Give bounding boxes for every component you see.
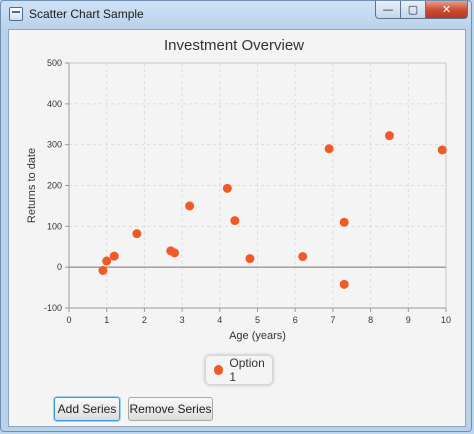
y-tick-label: 100 (47, 221, 62, 231)
data-point (185, 201, 195, 211)
x-tick-label: 7 (330, 315, 335, 325)
window-content: Investment Overview 0 1 2 3 4 5 6 7 8 9 10 -100 0 10… (8, 29, 466, 427)
data-point (222, 183, 232, 193)
x-tick-label: 5 (255, 315, 260, 325)
data-point (339, 279, 349, 289)
y-tick-label: -100 (44, 303, 62, 313)
close-button[interactable]: ✕ (425, 1, 468, 19)
legend-item-label: Option 1 (229, 356, 265, 384)
data-point (339, 217, 349, 227)
x-tick-label: 4 (217, 315, 222, 325)
x-tick-label: 2 (142, 315, 147, 325)
y-tick-label: 500 (47, 58, 62, 68)
data-point (170, 248, 180, 258)
x-tick-label: 1 (104, 315, 109, 325)
x-tick-label: 0 (66, 315, 71, 325)
x-axis-label: Age (years) (229, 330, 286, 342)
x-axis: 0 1 2 3 4 5 6 7 8 9 10 (66, 307, 451, 325)
y-tick-label: 300 (47, 140, 62, 150)
y-tick-label: 400 (47, 99, 62, 109)
chart-legend: Option 1 (205, 355, 273, 385)
scatter-chart: Investment Overview 0 1 2 3 4 5 6 7 8 9 10 -100 0 10… (26, 37, 451, 342)
title-bar[interactable]: Scatter Chart Sample — ▢ ✕ (1, 1, 471, 29)
x-tick-label: 6 (293, 315, 298, 325)
y-axis-label: Returns to date (26, 148, 38, 223)
x-tick-label: 9 (406, 315, 411, 325)
data-point (324, 144, 334, 154)
chart-title: Investment Overview (164, 37, 304, 54)
data-points (98, 131, 447, 289)
data-point (102, 256, 112, 266)
add-series-button[interactable]: Add Series (54, 397, 120, 421)
app-icon (9, 7, 23, 21)
data-point (98, 265, 108, 275)
data-point (132, 229, 142, 239)
minimize-button[interactable]: — (375, 1, 401, 19)
data-point (109, 251, 119, 261)
data-point (384, 131, 394, 141)
data-point (230, 216, 240, 226)
x-tick-label: 10 (441, 315, 451, 325)
data-point (298, 252, 308, 262)
x-tick-label: 3 (180, 315, 185, 325)
window-title: Scatter Chart Sample (29, 7, 144, 21)
maximize-button[interactable]: ▢ (400, 1, 426, 19)
x-tick-label: 8 (368, 315, 373, 325)
y-tick-label: 0 (57, 262, 62, 272)
y-axis: -100 0 100 200 300 400 500 (44, 58, 70, 313)
data-point (437, 145, 447, 155)
data-point (245, 254, 255, 264)
legend-marker-icon (214, 365, 224, 375)
y-tick-label: 200 (47, 181, 62, 191)
remove-series-button[interactable]: Remove Series (128, 397, 213, 421)
